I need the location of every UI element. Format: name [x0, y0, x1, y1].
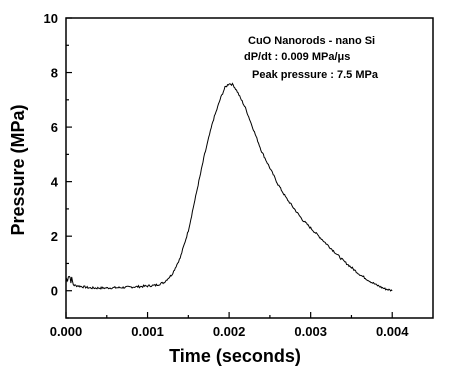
y-tick-label: 8	[51, 66, 58, 81]
x-tick-label: 0.002	[213, 324, 246, 339]
pressure-series-line	[65, 82, 393, 292]
x-tick-label: 0.001	[131, 324, 164, 339]
axis-ticks	[65, 17, 393, 319]
annotation-peak: Peak pressure : 7.5 MPa	[252, 69, 379, 81]
y-tick-label: 4	[51, 175, 59, 190]
y-axis-title: Pressure (MPa)	[8, 104, 28, 235]
annotation-material: CuO Nanorods - nano Si	[248, 35, 375, 47]
y-tick-label: 6	[51, 120, 58, 135]
y-tick-label: 0	[51, 284, 58, 299]
y-tick-label: 10	[44, 11, 58, 26]
x-axis-title: Time (seconds)	[169, 346, 301, 366]
x-tick-label: 0.000	[50, 324, 83, 339]
plot-frame	[65, 17, 434, 319]
annotation-rate: dP/dt : 0.009 MPa/μs	[244, 51, 350, 63]
x-tick-label: 0.003	[294, 324, 327, 339]
y-tick-label: 2	[51, 229, 58, 244]
x-tick-label: 0.004	[376, 324, 409, 339]
axis-tick-labels: 0.000 0.001 0.002 0.003 0.004 0 2 4 6 8 10	[44, 11, 410, 339]
